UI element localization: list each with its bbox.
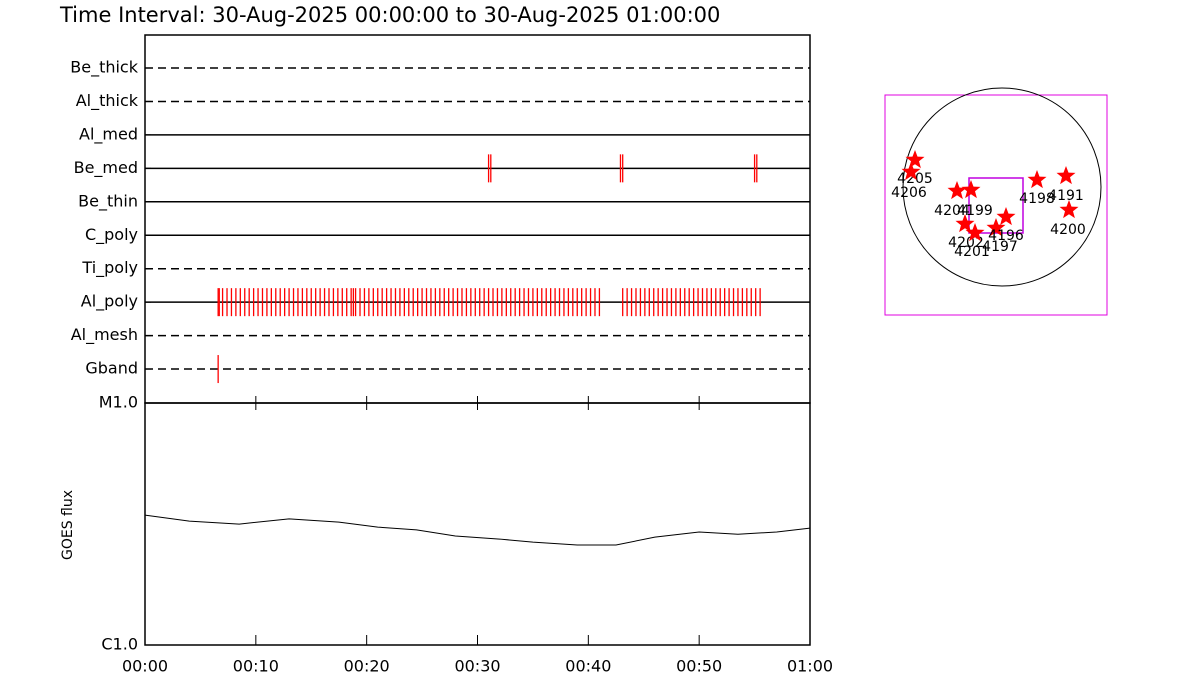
region-label: 4198 (1019, 191, 1055, 207)
title: Time Interval: 30-Aug-2025 00:00:00 to 3… (59, 3, 720, 27)
x-tick-label: 00:10 (233, 657, 279, 676)
x-tick-label: 00:30 (454, 657, 500, 676)
x-tick-label: 00:40 (565, 657, 611, 676)
region-label: 4200 (1050, 222, 1086, 238)
x-tick-label: 00:50 (676, 657, 722, 676)
row-label: Ti_poly (81, 258, 138, 278)
row-label: Be_thick (70, 58, 138, 78)
region-label: 4202 (948, 235, 984, 251)
region-star (955, 214, 975, 233)
region-star (996, 207, 1016, 226)
region-star (905, 150, 925, 169)
row-label: C_poly (85, 225, 138, 245)
row-label: Be_thin (78, 191, 138, 211)
row-label: Gband (85, 359, 138, 378)
region-label: 4205 (897, 171, 933, 187)
row-label: Be_med (74, 158, 138, 178)
timeline-frame (144, 34, 811, 404)
region-star (965, 223, 985, 242)
region-label: 4199 (957, 203, 993, 219)
region-star (901, 162, 921, 181)
solar-limb (902, 87, 1102, 287)
region-star (986, 218, 1006, 237)
region-label: 4204 (934, 203, 970, 219)
region-star (961, 180, 981, 199)
sun-map (884, 87, 1108, 316)
region-star (1027, 170, 1047, 189)
row-label: Al_med (79, 124, 138, 144)
y-tick-label: M1.0 (99, 393, 138, 412)
region-label: 4191 (1048, 188, 1084, 204)
x-tick-label: 00:00 (122, 657, 168, 676)
flux-line (144, 514, 811, 546)
row-label: Al_mesh (71, 325, 138, 345)
region-label: 4197 (982, 239, 1018, 255)
x-tick-label: 00:20 (344, 657, 390, 676)
x-tick-label: 01:00 (787, 657, 833, 676)
y-tick-label: C1.0 (101, 635, 138, 654)
region-star (1056, 166, 1076, 185)
row-label: Al_poly (81, 292, 138, 312)
region-star (1059, 200, 1079, 219)
map-frame (884, 94, 1108, 316)
row-label: Al_thick (76, 91, 139, 111)
region-label: 4206 (891, 185, 927, 201)
region-star (947, 181, 967, 200)
y-axis-label: GOES flux (60, 490, 76, 560)
region-label: 4196 (988, 228, 1024, 244)
fov-box (968, 177, 1024, 234)
region-label: 4201 (954, 244, 990, 260)
